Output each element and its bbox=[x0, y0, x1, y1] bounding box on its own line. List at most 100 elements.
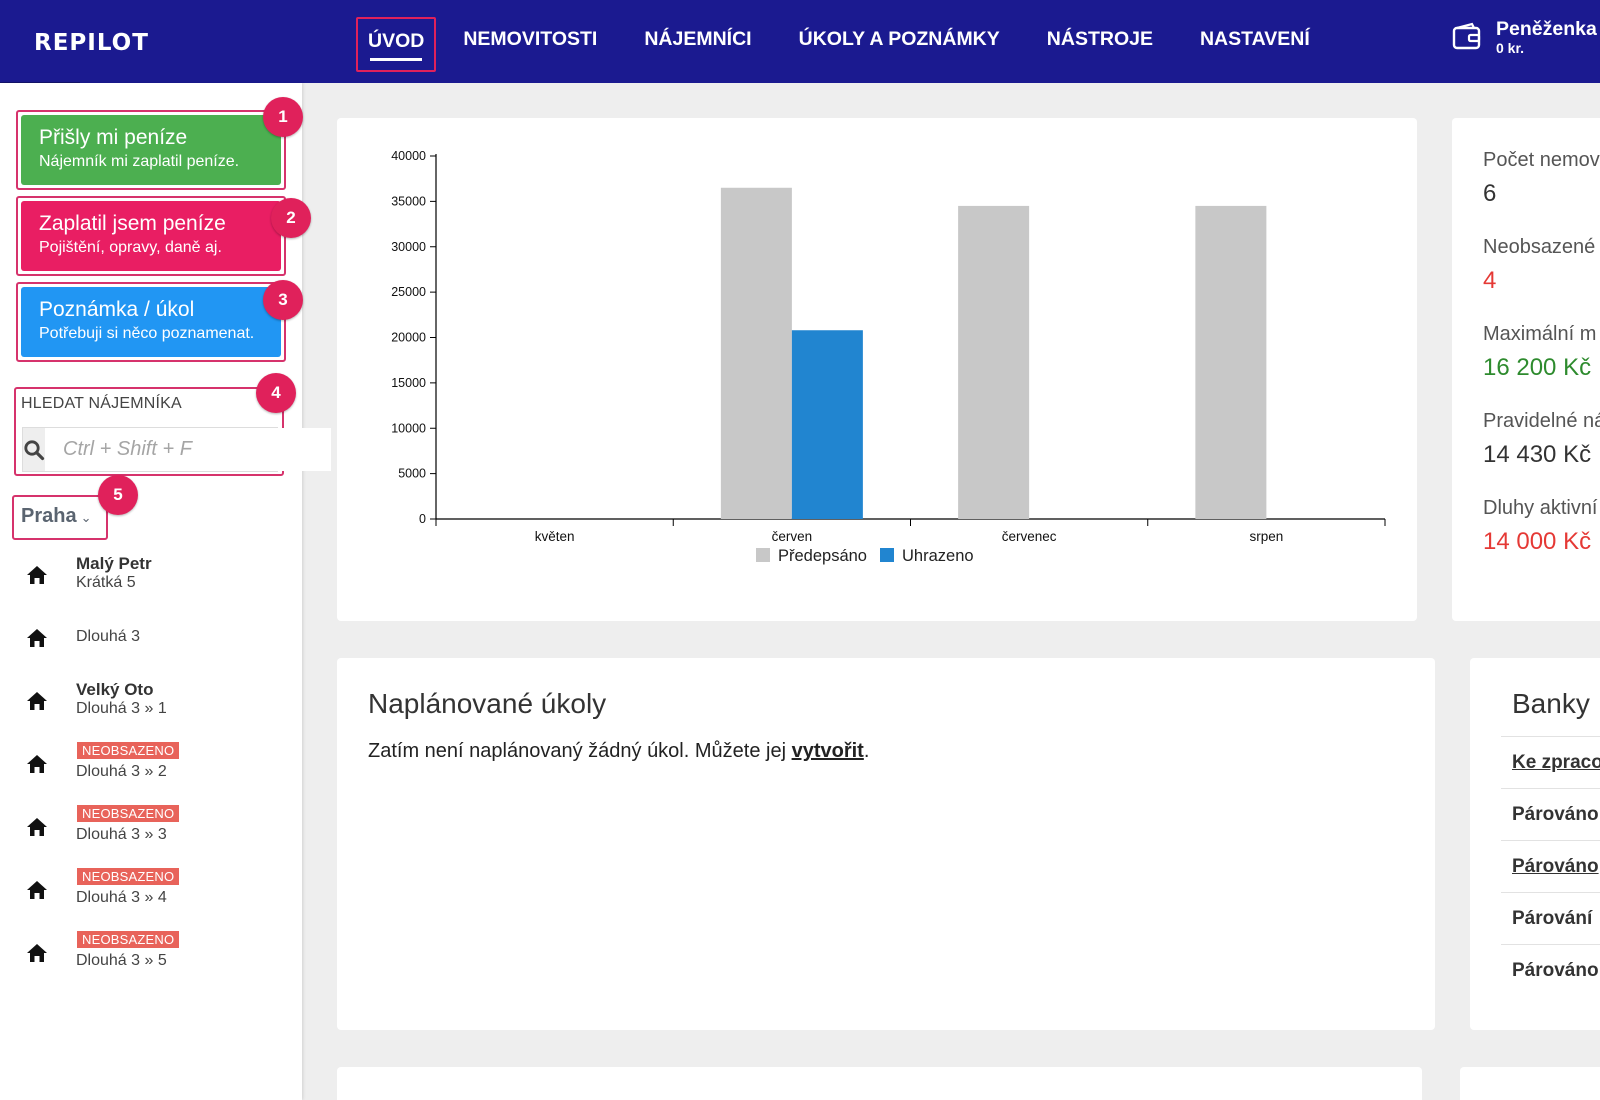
home-icon bbox=[27, 881, 47, 899]
home-icon bbox=[27, 818, 47, 836]
nav-tab-ukoly[interactable]: ÚKOLY A POZNÁMKY bbox=[798, 28, 1000, 50]
vacant-badge: NEOBSAZENO bbox=[77, 931, 180, 948]
stats-card: Počet nemov 6 Neobsazené 4 Maximální m 16 200… bbox=[1452, 118, 1600, 621]
step-badge-4: 4 bbox=[256, 373, 296, 413]
wallet-text: Peněženka 0 kr. bbox=[1496, 18, 1597, 56]
property-item[interactable]: Malý Petr Krátká 5 bbox=[0, 543, 302, 606]
bar-předepsáno bbox=[1195, 205, 1267, 519]
property-item[interactable]: NEOBSAZENO Dlouhá 3 » 4 bbox=[0, 858, 302, 921]
action-title: Přišly mi peníze bbox=[39, 126, 188, 149]
top-navigation-bar: REPILOT ÚVOD NEMOVITOSTI NÁJEMNÍCI ÚKOLY… bbox=[0, 0, 1600, 83]
wallet-button[interactable]: Peněženka 0 kr. bbox=[1452, 18, 1597, 56]
stat-value: 14 430 Kč bbox=[1483, 441, 1592, 468]
y-tick-label: 30000 bbox=[391, 240, 426, 254]
bank-row[interactable]: Párováno bbox=[1501, 944, 1600, 996]
wallet-title: Peněženka bbox=[1496, 18, 1597, 40]
y-tick-label: 35000 bbox=[391, 194, 426, 208]
empty-text-end: . bbox=[863, 740, 870, 762]
money-paid-inner: Zaplatil jsem peníze Pojištění, opravy, … bbox=[21, 201, 281, 271]
stat-label: Pravidelné ná bbox=[1483, 410, 1600, 432]
nav-tab-nastaveni[interactable]: NASTAVENÍ bbox=[1199, 28, 1310, 50]
stat-label: Maximální m bbox=[1483, 323, 1597, 345]
x-tick-label: srpen bbox=[1249, 529, 1283, 544]
banks-card: Banky Ke zpraco Párováno Párováno Párování P… bbox=[1470, 658, 1600, 1030]
action-title: Poznámka / úkol bbox=[39, 298, 195, 321]
money-received-inner: Přišly mi peníze Nájemník mi zaplatil pe… bbox=[21, 115, 281, 185]
y-tick-label: 10000 bbox=[391, 421, 426, 435]
property-item[interactable]: NEOBSAZENO Dlouhá 3 » 5 bbox=[0, 921, 302, 984]
step-badge-1: 1 bbox=[263, 97, 303, 137]
bottom-card-right bbox=[1460, 1067, 1600, 1100]
bottom-card bbox=[337, 1067, 1422, 1100]
note-task-button[interactable]: Poznámka / úkol Potřebuji si něco poznam… bbox=[16, 282, 286, 362]
tenant-search-input[interactable] bbox=[45, 428, 331, 471]
scheduled-tasks-card: Naplánované úkoly Zatím není naplánovaný… bbox=[337, 658, 1435, 1030]
bar-předepsáno bbox=[958, 205, 1030, 519]
nav-tab-nemovitosti[interactable]: NEMOVITOSTI bbox=[463, 28, 598, 50]
money-paid-button[interactable]: Zaplatil jsem peníze Pojištění, opravy, … bbox=[16, 196, 286, 276]
nav-tab-uvod[interactable]: ÚVOD bbox=[356, 17, 437, 72]
property-address: Dlouhá 3 » 3 bbox=[76, 826, 167, 843]
sidebar: Přišly mi peníze Nájemník mi zaplatil pe… bbox=[0, 83, 331, 1100]
y-tick-label: 15000 bbox=[391, 376, 426, 390]
legend-label: Uhrazeno bbox=[902, 547, 974, 565]
property-item[interactable]: Velký Oto Dlouhá 3 » 1 bbox=[0, 669, 302, 732]
wallet-icon bbox=[1452, 22, 1481, 50]
bank-row[interactable]: Párováno bbox=[1501, 840, 1600, 892]
note-task-inner: Poznámka / úkol Potřebuji si něco poznam… bbox=[21, 287, 281, 357]
vacant-badge: NEOBSAZENO bbox=[77, 742, 180, 759]
nav-tab-nastroje[interactable]: NÁSTROJE bbox=[1046, 28, 1153, 50]
stat-label: Neobsazené bbox=[1483, 236, 1596, 258]
x-tick-label: červen bbox=[772, 529, 813, 544]
money-received-button[interactable]: Přišly mi peníze Nájemník mi zaplatil pe… bbox=[16, 110, 286, 190]
legend-swatch bbox=[756, 548, 770, 562]
city-dropdown[interactable]: Praha ⌄ bbox=[12, 495, 108, 540]
step-badge-5: 5 bbox=[98, 475, 138, 515]
action-subtitle: Nájemník mi zaplatil peníze. bbox=[39, 153, 240, 170]
stat-value: 4 bbox=[1483, 267, 1497, 294]
wallet-amount: 0 kr. bbox=[1496, 40, 1525, 56]
bank-row[interactable]: Párováno bbox=[1501, 788, 1600, 840]
app-logo[interactable]: REPILOT bbox=[34, 30, 149, 56]
nav-tab-najemnici[interactable]: NÁJEMNÍCI bbox=[644, 28, 752, 50]
home-icon bbox=[27, 944, 47, 962]
bank-row[interactable]: Ke zpraco bbox=[1501, 736, 1600, 788]
search-field bbox=[22, 427, 331, 472]
y-tick-label: 0 bbox=[419, 512, 426, 526]
payments-chart-card: 0 5000 10000 15000 20000 25000 30000 35000 40000… bbox=[337, 118, 1417, 621]
main-nav: ÚVOD NEMOVITOSTI NÁJEMNÍCI ÚKOLY A POZNÁ… bbox=[356, 17, 1347, 72]
bar-předepsáno bbox=[720, 187, 792, 519]
search-icon bbox=[24, 439, 45, 460]
y-tick-label: 5000 bbox=[398, 467, 426, 481]
tenant-search-label: HLEDAT NÁJEMNÍKA bbox=[21, 395, 182, 412]
stat-label: Dluhy aktivní bbox=[1483, 497, 1598, 519]
property-address: Dlouhá 3 » 4 bbox=[76, 889, 167, 906]
bank-row[interactable]: Párování bbox=[1501, 892, 1600, 944]
stat-value: 14 000 Kč bbox=[1483, 528, 1592, 555]
tenant-name: Velký Oto bbox=[76, 680, 154, 699]
step-badge-2: 2 bbox=[271, 198, 311, 238]
create-task-link[interactable]: vytvořit bbox=[791, 740, 864, 762]
property-address: Krátká 5 bbox=[76, 574, 136, 591]
tenant-name: Malý Petr bbox=[76, 554, 152, 573]
search-icon-box[interactable] bbox=[23, 428, 45, 471]
city-label: Praha bbox=[21, 505, 77, 527]
property-address: Dlouhá 3 » 1 bbox=[76, 700, 167, 717]
home-icon bbox=[27, 566, 47, 584]
stat-label: Počet nemov bbox=[1483, 149, 1600, 171]
x-tick-label: květen bbox=[535, 529, 575, 544]
property-item[interactable]: NEOBSAZENO Dlouhá 3 » 3 bbox=[0, 795, 302, 858]
banks-title: Banky bbox=[1512, 688, 1590, 719]
scheduled-tasks-title: Naplánované úkoly bbox=[368, 688, 607, 719]
property-address: Dlouhá 3 » 2 bbox=[76, 763, 167, 780]
property-address: Dlouhá 3 bbox=[76, 628, 141, 645]
vacant-badge: NEOBSAZENO bbox=[77, 805, 180, 822]
property-address: Dlouhá 3 » 5 bbox=[76, 952, 167, 969]
stat-value: 6 bbox=[1483, 180, 1497, 207]
property-item[interactable]: NEOBSAZENO Dlouhá 3 » 2 bbox=[0, 732, 302, 795]
chevron-down-icon: ⌄ bbox=[80, 510, 92, 525]
property-list: Malý Petr Krátká 5 Dlouhá 3 Velký Oto Dlouhá… bbox=[0, 543, 302, 984]
action-subtitle: Potřebuji si něco poznamenat. bbox=[39, 325, 255, 342]
action-subtitle: Pojištění, opravy, daně aj. bbox=[39, 239, 222, 256]
property-item[interactable]: Dlouhá 3 bbox=[0, 606, 302, 669]
